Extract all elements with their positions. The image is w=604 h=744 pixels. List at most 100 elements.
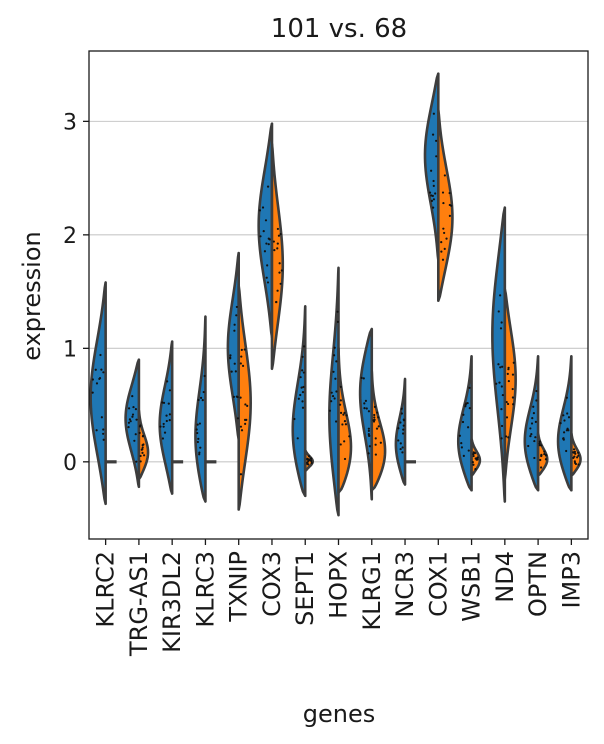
point-kir3dl2-left: [165, 419, 168, 423]
point-kir3dl2-left: [167, 402, 170, 405]
point-klrg1-right: [374, 437, 377, 440]
violin-txnip-left: [226, 251, 240, 441]
point-imp3-right: [577, 454, 580, 457]
point-klrc2-left: [102, 438, 105, 441]
point-txnip-right: [240, 429, 244, 432]
point-sept1-right: [307, 463, 310, 466]
point-cox1-left: [432, 206, 435, 209]
point-cox1-left: [432, 184, 435, 187]
point-cox1-left: [432, 179, 435, 183]
point-cox1-right: [442, 201, 445, 205]
point-klrc3-left: [196, 423, 199, 426]
point-nd4-right: [504, 435, 508, 438]
point-trg-as1-right: [141, 447, 144, 451]
point-klrg1-left: [367, 410, 371, 413]
point-nd4-right: [507, 379, 510, 383]
point-imp3-left: [565, 396, 568, 399]
point-cox1-left: [431, 133, 435, 136]
point-nd4-left: [501, 365, 504, 368]
point-cox1-left: [428, 191, 432, 194]
violin-wsb1-left: [456, 354, 473, 492]
point-cox1-right: [440, 241, 443, 244]
violin-layer: [89, 72, 582, 517]
point-trg-as1-right: [142, 454, 146, 457]
point-sept1-left: [301, 406, 305, 409]
point-optn-right: [538, 442, 541, 445]
point-txnip-left: [230, 370, 233, 373]
point-imp3-right: [574, 452, 577, 455]
point-klrc3-left: [196, 440, 199, 444]
point-wsb1-left: [460, 442, 463, 445]
point-imp3-right: [574, 462, 578, 466]
x-tick-label-kir3dl2: KIR3DL2: [158, 551, 186, 653]
point-klrg1-right: [377, 425, 380, 428]
point-txnip-left: [235, 314, 238, 317]
point-cox1-right: [443, 174, 446, 177]
point-hopx-left: [336, 310, 339, 313]
x-tick-label-txnip: TXNIP: [225, 551, 253, 623]
point-cox3-right: [275, 300, 278, 304]
point-nd4-right: [511, 396, 515, 399]
point-klrg1-right: [376, 411, 379, 414]
point-klrg1-left: [368, 434, 371, 437]
point-cox3-left: [265, 242, 268, 245]
point-klrc2-left: [102, 371, 105, 374]
x-tick-label-cox3: COX3: [258, 551, 286, 617]
point-nd4-left: [500, 408, 503, 411]
violin-imp3-left: [556, 354, 573, 492]
point-sept1-right: [309, 459, 313, 462]
point-trg-as1-left: [134, 408, 138, 411]
point-trg-as1-left: [132, 405, 135, 409]
point-kir3dl2-left: [165, 414, 168, 417]
x-axis-label: genes: [303, 700, 375, 728]
point-wsb1-left: [468, 407, 471, 410]
point-kir3dl2-left: [166, 380, 169, 383]
point-cox1-left: [430, 169, 433, 172]
point-klrc2-left: [98, 377, 101, 381]
violin-nd4-right: [503, 288, 517, 481]
point-kir3dl2-left: [162, 422, 165, 426]
violin-nd4-left: [491, 206, 507, 503]
point-imp3-left: [566, 412, 569, 415]
point-cox3-right: [278, 262, 281, 265]
point-trg-as1-right: [139, 454, 142, 458]
point-sept1-left: [302, 371, 305, 374]
point-txnip-right: [240, 355, 243, 358]
point-klrc3-left: [197, 398, 200, 402]
x-tick-label-klrc3: KLRC3: [191, 551, 219, 628]
point-klrc3-left: [198, 451, 201, 454]
point-txnip-left: [233, 323, 236, 326]
point-kir3dl2-left: [168, 418, 171, 422]
point-txnip-left: [235, 395, 238, 398]
point-sept1-left: [297, 397, 300, 400]
point-hopx-right: [339, 385, 342, 388]
point-klrc2-left: [100, 368, 103, 371]
point-klrc3-left: [199, 446, 202, 449]
point-nd4-left: [495, 382, 498, 385]
point-cox3-left: [265, 276, 268, 279]
point-klrc2-left: [94, 368, 97, 371]
x-tick-label-ncr3: NCR3: [391, 551, 419, 618]
point-nd4-left: [500, 385, 503, 388]
point-klrg1-right: [379, 441, 382, 444]
point-trg-as1-right: [142, 443, 145, 446]
violin-klrc2-left: [89, 281, 107, 506]
point-txnip-right: [239, 396, 242, 399]
point-cox1-right: [440, 250, 443, 253]
point-hopx-right: [343, 440, 346, 443]
point-ncr3-left: [402, 418, 405, 421]
point-klrg1-left: [367, 452, 370, 455]
point-cox3-right: [276, 247, 279, 250]
point-ncr3-left: [399, 447, 402, 451]
point-wsb1-right: [471, 461, 474, 464]
point-nd4-right: [512, 361, 515, 364]
point-nd4-left: [497, 363, 500, 366]
point-hopx-right: [344, 423, 348, 426]
point-klrg1-right: [372, 419, 375, 422]
point-cox1-right: [443, 231, 446, 235]
point-optn-left: [530, 433, 533, 436]
point-trg-as1-right: [138, 425, 142, 428]
point-nd4-left: [497, 310, 500, 313]
point-trg-as1-left: [134, 433, 137, 436]
point-txnip-left: [233, 362, 236, 365]
